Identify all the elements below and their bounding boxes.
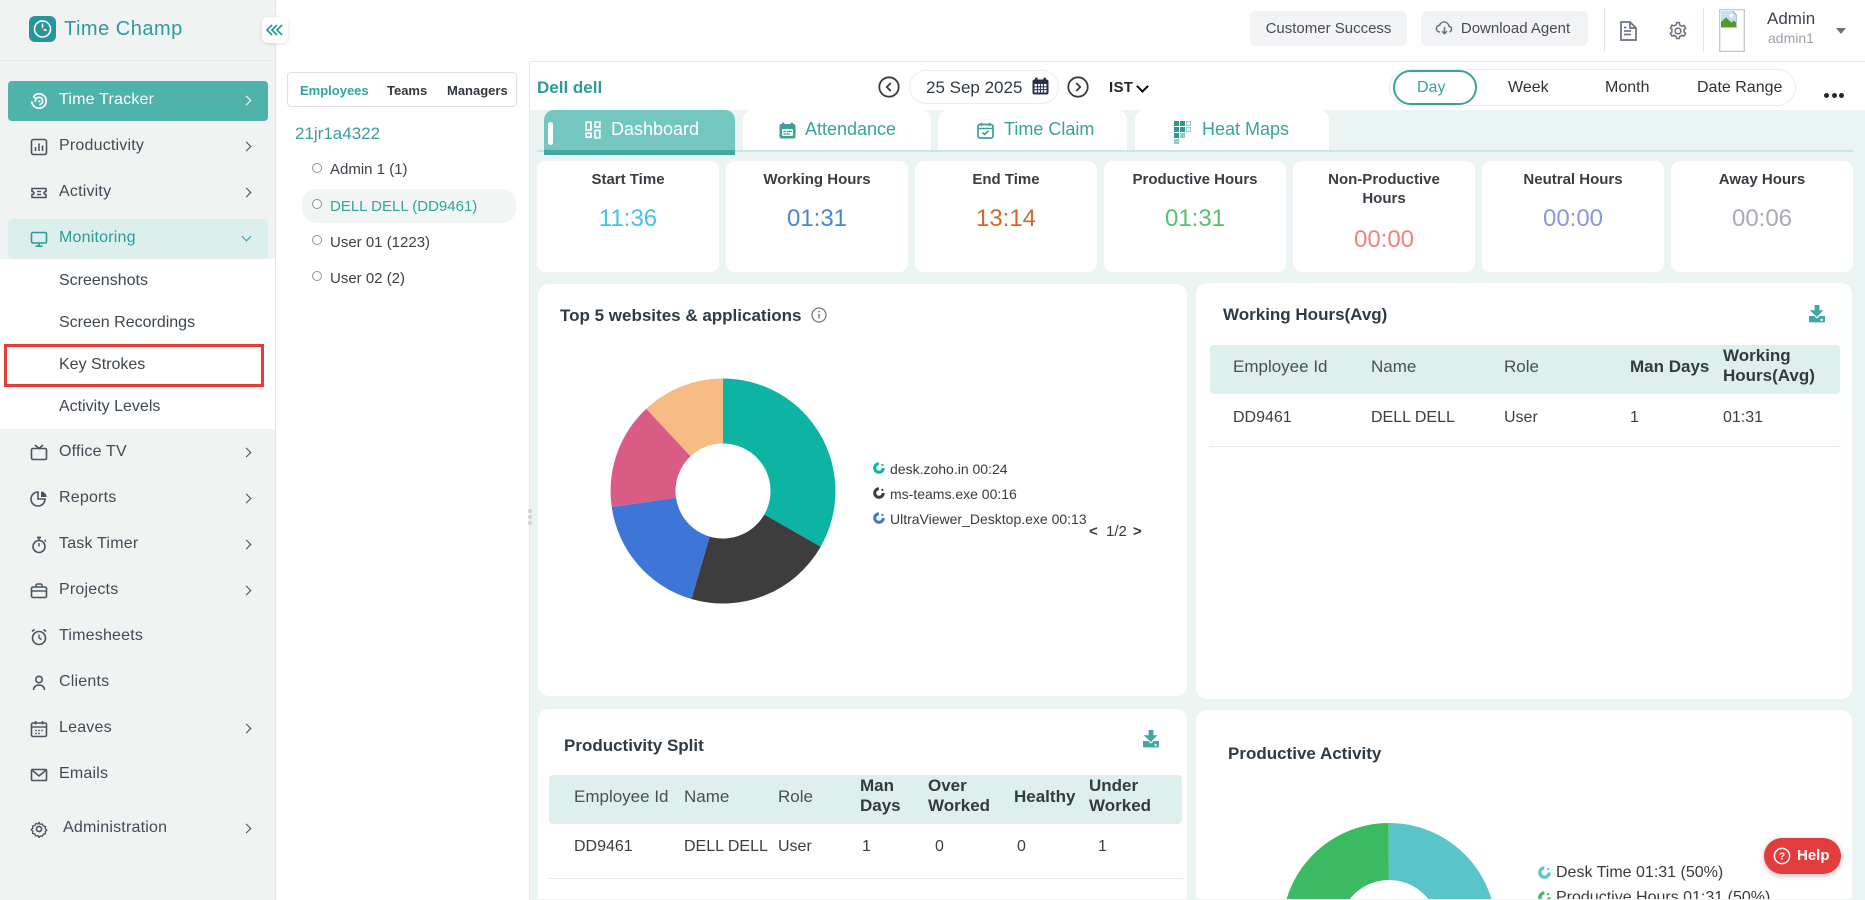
svg-text:?: ? <box>1779 852 1785 863</box>
